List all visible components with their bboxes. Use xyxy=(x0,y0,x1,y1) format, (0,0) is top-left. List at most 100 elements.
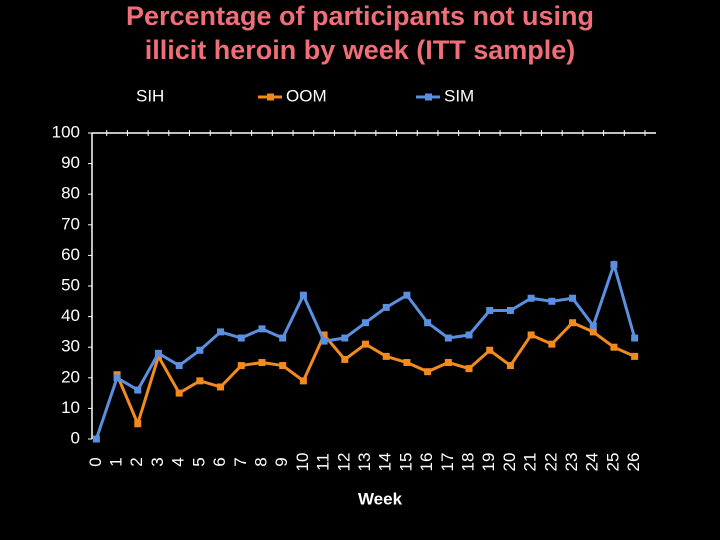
point xyxy=(465,331,473,339)
point xyxy=(486,306,494,314)
x-tick-label: 0 xyxy=(86,457,105,466)
y-tick-label: 50 xyxy=(61,275,80,294)
point xyxy=(610,343,618,351)
x-tick-label: 10 xyxy=(293,453,312,472)
x-tick-label: 3 xyxy=(148,457,167,466)
point xyxy=(154,349,162,357)
point xyxy=(382,303,390,311)
x-tick-label: 11 xyxy=(314,453,333,471)
y-tick-label: 70 xyxy=(61,214,80,233)
point xyxy=(382,352,390,360)
point xyxy=(444,334,452,342)
point xyxy=(569,294,577,302)
y-tick-label: 30 xyxy=(61,337,80,356)
y-tick-label: 0 xyxy=(71,428,80,447)
point xyxy=(527,331,535,339)
point xyxy=(258,325,266,333)
y-tick-label: 90 xyxy=(61,153,80,172)
point xyxy=(341,355,349,363)
point xyxy=(134,386,142,394)
point xyxy=(92,435,100,443)
point xyxy=(196,377,204,385)
point xyxy=(589,322,597,330)
point xyxy=(175,362,183,370)
point xyxy=(403,291,411,299)
legend-label: OOM xyxy=(286,86,327,105)
point xyxy=(299,291,307,299)
point xyxy=(506,306,514,314)
legend-marker xyxy=(117,93,124,101)
point xyxy=(196,346,204,354)
x-tick-label: 4 xyxy=(169,457,188,466)
point xyxy=(465,365,473,373)
y-tick-label: 100 xyxy=(52,122,80,141)
x-tick-label: 7 xyxy=(231,457,250,466)
x-tick-label: 19 xyxy=(479,453,498,472)
x-tick-label: 24 xyxy=(583,453,602,472)
x-axis-label: Week xyxy=(358,489,403,508)
x-tick-label: 21 xyxy=(521,453,540,472)
x-tick-label: 22 xyxy=(541,453,560,472)
point xyxy=(237,334,245,342)
legend-marker xyxy=(425,93,432,101)
series-line xyxy=(94,259,637,440)
point xyxy=(424,368,432,376)
x-tick-label: 6 xyxy=(210,457,229,466)
x-tick-label: 25 xyxy=(603,453,622,472)
point xyxy=(486,346,494,354)
x-tick-label: 2 xyxy=(127,457,146,466)
chart-title: illicit heroin by week (ITT sample) xyxy=(145,35,576,65)
point xyxy=(237,362,245,370)
x-tick-label: 5 xyxy=(189,457,208,466)
point xyxy=(279,362,287,370)
y-tick-label: 20 xyxy=(61,367,80,386)
x-tick-label: 14 xyxy=(376,453,395,472)
x-tick-label: 13 xyxy=(355,453,374,472)
point xyxy=(258,359,266,366)
x-tick-label: 8 xyxy=(251,457,270,466)
legend-label: SIH xyxy=(136,86,164,105)
x-tick-label: 18 xyxy=(459,453,478,472)
point xyxy=(548,297,556,305)
y-tick-label: 80 xyxy=(61,184,80,203)
y-tick-label: 40 xyxy=(61,306,80,325)
series-line xyxy=(115,320,636,429)
legend-marker xyxy=(267,93,274,101)
point xyxy=(299,377,307,385)
point xyxy=(320,331,328,339)
point xyxy=(631,352,639,360)
legend-label: SIM xyxy=(444,86,474,105)
point xyxy=(279,334,287,342)
point xyxy=(444,359,452,366)
point xyxy=(569,319,577,327)
x-tick-label: 23 xyxy=(562,453,581,472)
point xyxy=(113,374,121,382)
chart-title: Percentage of participants not using xyxy=(126,1,594,31)
y-tick-label: 10 xyxy=(61,398,80,417)
point xyxy=(506,362,514,370)
x-tick-label: 17 xyxy=(438,453,457,472)
point xyxy=(217,383,225,391)
point xyxy=(610,261,618,269)
point xyxy=(217,328,225,336)
point xyxy=(589,328,597,336)
point xyxy=(175,389,183,397)
x-tick-label: 12 xyxy=(334,453,353,472)
point xyxy=(320,337,328,345)
x-tick-label: 20 xyxy=(500,453,519,472)
point xyxy=(134,420,142,428)
y-tick-label: 60 xyxy=(61,245,80,264)
point xyxy=(424,319,432,327)
point xyxy=(362,319,369,327)
point xyxy=(403,359,411,366)
x-tick-label: 16 xyxy=(417,453,436,472)
point xyxy=(548,340,556,348)
point xyxy=(631,334,639,342)
point xyxy=(362,340,369,348)
x-tick-label: 15 xyxy=(396,453,415,472)
x-tick-label: 9 xyxy=(272,457,291,466)
x-tick-label: 26 xyxy=(624,453,643,472)
x-tick-label: 1 xyxy=(107,457,126,466)
point xyxy=(341,334,349,342)
